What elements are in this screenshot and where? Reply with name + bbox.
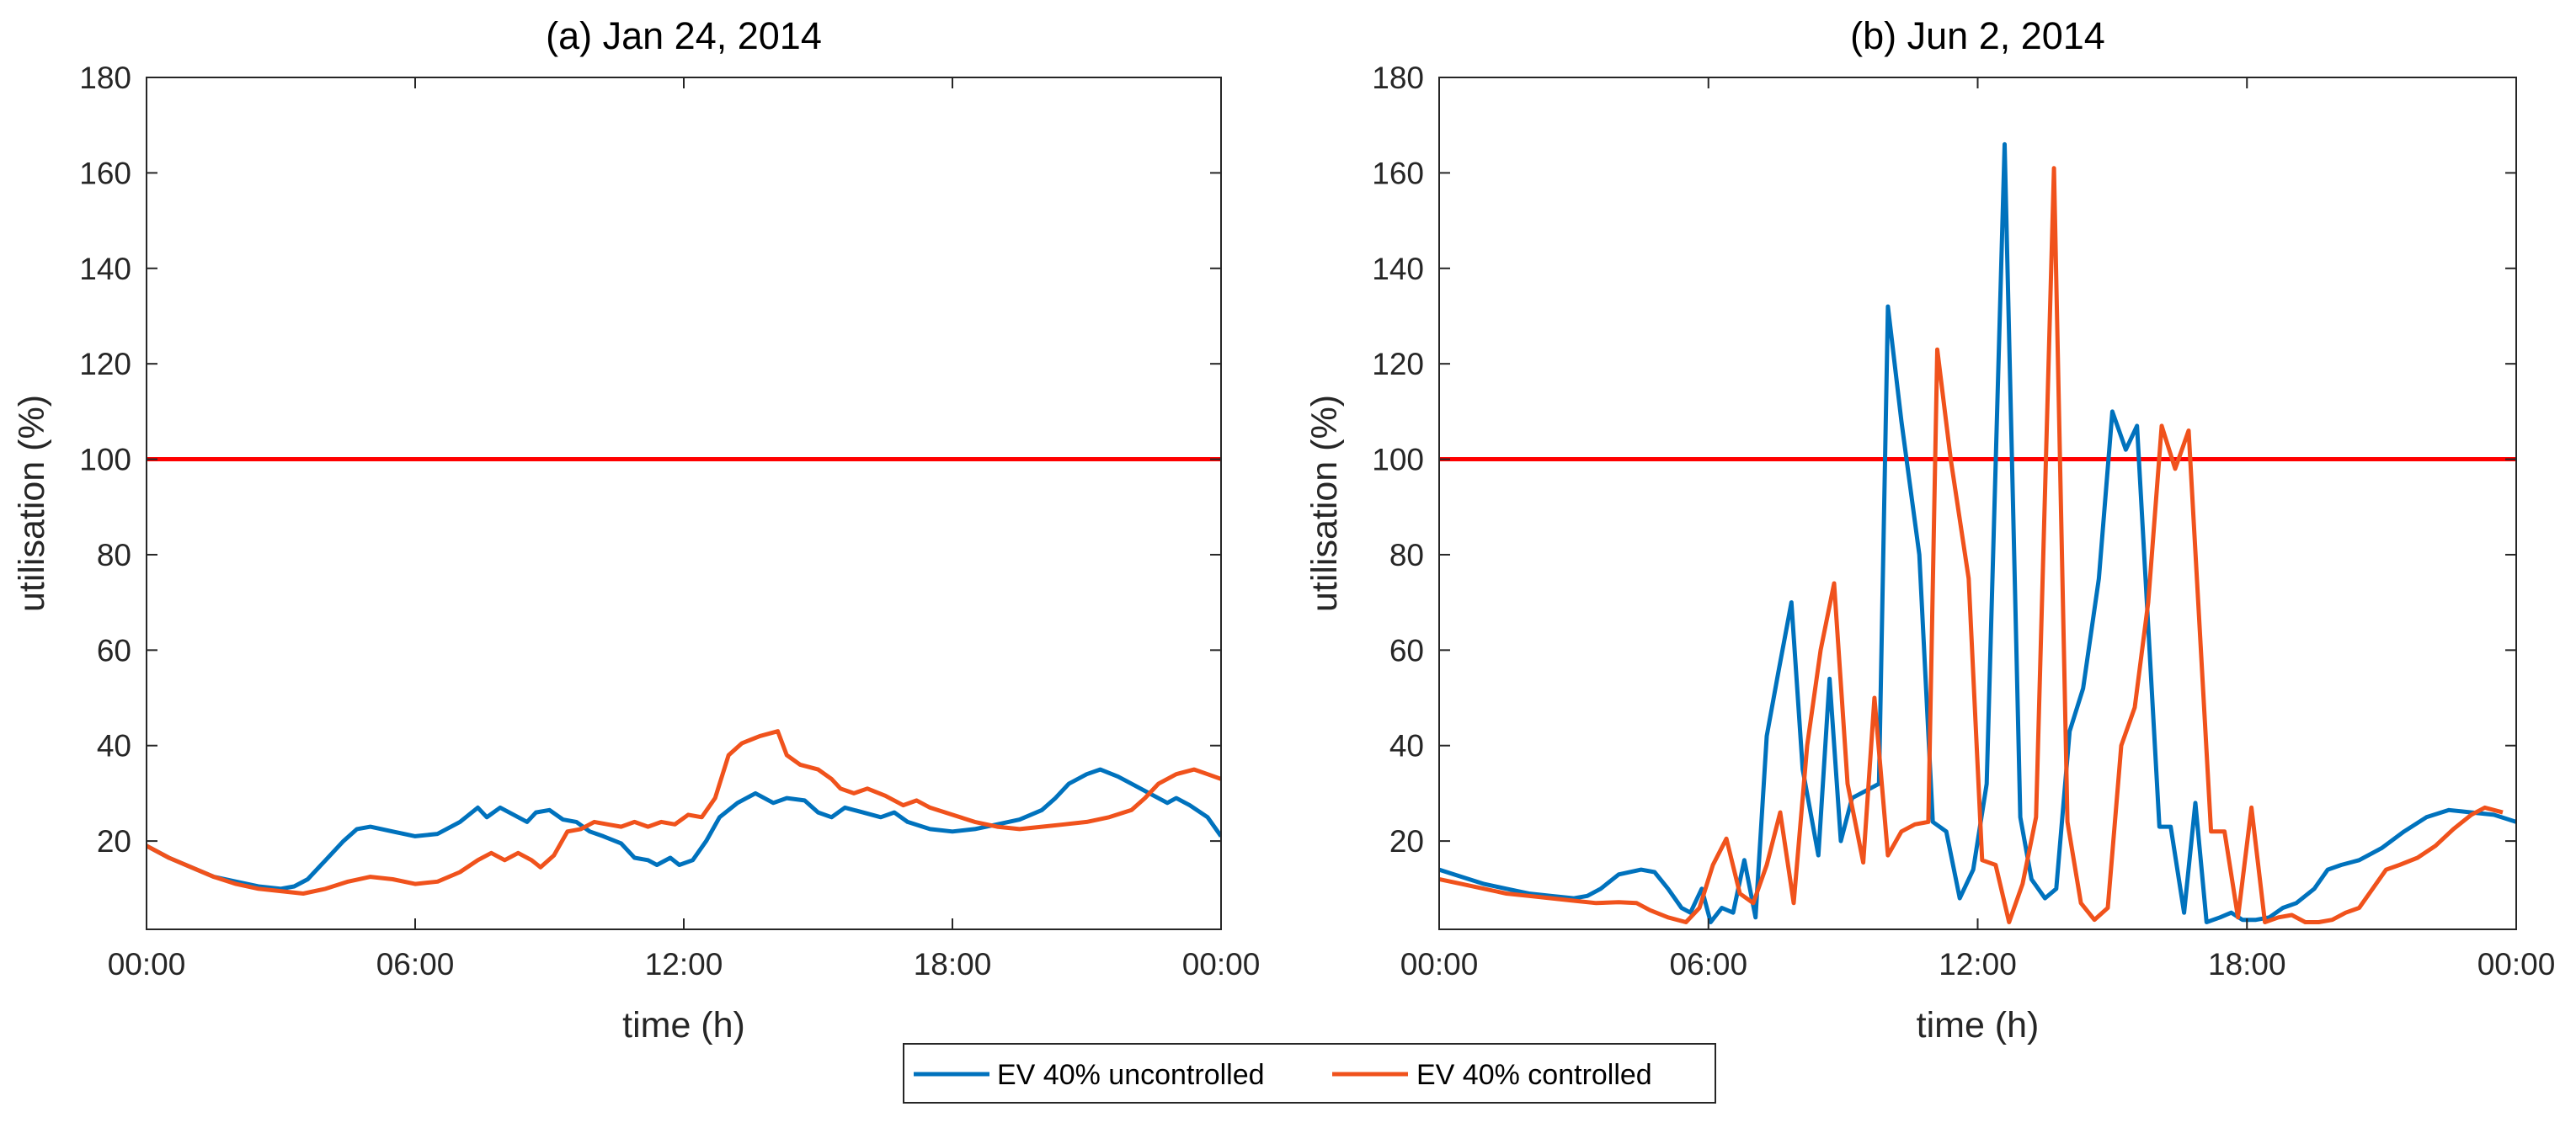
subplot-b-y-tick-label: 180 [1372, 61, 1424, 95]
subplot-a-title: (a) Jan 24, 2014 [546, 14, 822, 57]
subplot-b-y-tick-label: 100 [1372, 443, 1424, 477]
subplot-b-y-tick-label: 40 [1389, 729, 1424, 764]
subplot-a-y-tick-label: 100 [79, 443, 131, 477]
subplot-a-y-tick-label: 160 [79, 156, 131, 190]
subplot-a-series-ev-40-controlled [147, 729, 1221, 896]
subplot-a: 00:00 06:00 12:00 18:00 00:00 20 40 60 80 100 120 1… [12, 14, 1260, 1046]
subplot-b-series-ev-40-uncontrolled [1439, 141, 2516, 924]
subplot-b-x-tick-label: 18:00 [2208, 947, 2286, 982]
legend: EV 40% uncontrolled EV 40% controlled [903, 1043, 1716, 1104]
subplot-a-series-ev-40-uncontrolled [147, 767, 1221, 891]
subplot-a-y-tick-label: 20 [97, 824, 131, 859]
subplot-a-x-tick-label: 06:00 [376, 947, 455, 982]
subplot-a-x-axis-label: time (h) [622, 1005, 745, 1046]
subplot-b-y-tick-label: 80 [1389, 538, 1424, 572]
legend-label-uncontrolled: EV 40% uncontrolled [997, 1059, 1265, 1091]
subplot-b-title: (b) Jun 2, 2014 [1850, 14, 2105, 57]
subplot-a-y-tick-label: 120 [79, 347, 131, 381]
subplot-a-plot-area [147, 77, 1221, 929]
subplot-a-y-tick-label: 140 [79, 252, 131, 286]
subplot-a-x-tick-label: 18:00 [914, 947, 992, 982]
subplot-b-x-axis-label: time (h) [1917, 1005, 2040, 1046]
subplot-b-series-ev-40-controlled [1439, 166, 2504, 924]
subplot-b-x-tick-label: 12:00 [1939, 947, 2017, 982]
subplot-b: 00:00 06:00 12:00 18:00 00:00 20 40 60 80 100 120 1… [1304, 14, 2555, 1046]
subplot-b-y-tick-label: 120 [1372, 347, 1424, 381]
subplot-b-x-tick-label: 00:00 [2477, 947, 2556, 982]
subplot-a-y-tick-label: 40 [97, 729, 131, 764]
subplot-a-y-axis-label: utilisation (%) [12, 395, 52, 612]
subplot-a-x-tick-label: 12:00 [645, 947, 723, 982]
legend-box [903, 1043, 1716, 1104]
subplot-b-y-tick-label: 160 [1372, 156, 1424, 190]
legend-label-controlled: EV 40% controlled [1416, 1059, 1652, 1091]
subplot-b-x-tick-label: 00:00 [1400, 947, 1479, 982]
subplot-b-y-tick-label: 140 [1372, 252, 1424, 286]
subplot-b-y-tick-label: 60 [1389, 633, 1424, 668]
subplot-a-x-tick-label: 00:00 [108, 947, 186, 982]
subplot-a-y-tick-label: 60 [97, 633, 131, 668]
subplot-b-y-tick-label: 20 [1389, 824, 1424, 859]
subplot-a-y-tick-label: 180 [79, 61, 131, 95]
subplot-a-y-tick-label: 80 [97, 538, 131, 572]
subplot-a-x-tick-label: 00:00 [1182, 947, 1261, 982]
subplot-b-x-tick-label: 06:00 [1669, 947, 1747, 982]
subplot-b-y-axis-label: utilisation (%) [1304, 395, 1345, 612]
